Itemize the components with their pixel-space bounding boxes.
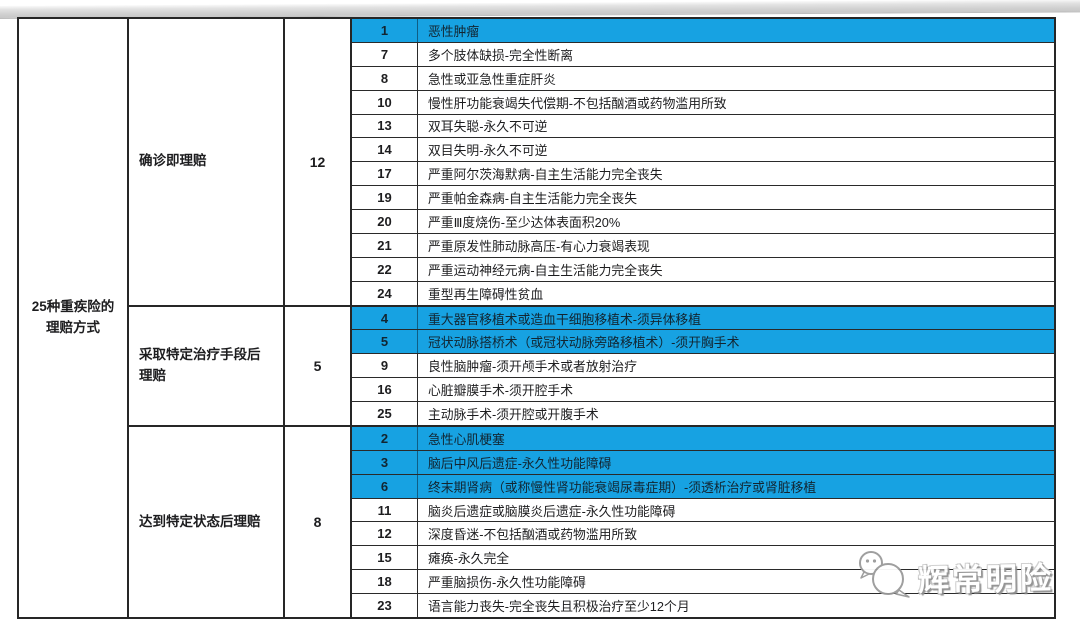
disease-number: 22 (352, 257, 418, 281)
table-row: 22 严重运动神经元病-自主生活能力完全丧失 (352, 257, 1054, 282)
disease-name: 慢性肝功能衰竭失代偿期-不包括酗酒或药物滥用所致 (428, 95, 727, 111)
table-row: 20 严重Ⅲ度烧伤-至少达体表面积20% (352, 210, 1054, 234)
table-row: 16 心脏瓣膜手术-须开腔手术 (352, 378, 1054, 403)
disease-name: 急性或亚急性重症肝炎 (428, 71, 556, 87)
disease-number: 17 (352, 162, 418, 186)
table-title-cell: 25种重疾险的 理赔方式 (19, 19, 129, 617)
claim-method-label: 确诊即理赔 (129, 19, 285, 305)
claim-method-group-1: 确诊即理赔 12 1 恶性肿瘤 7 多个肢体缺损-完全性断离 8 急性或亚急性重症肝炎 10 慢性… (129, 19, 1054, 307)
table-row: 9 良性脑肿瘤-须开颅手术或者放射治疗 (352, 354, 1054, 379)
disease-name: 重型再生障碍性贫血 (428, 286, 544, 302)
disease-number: 18 (352, 570, 418, 594)
table-row: 13 双耳失聪-永久不可逆 (352, 114, 1054, 139)
disease-number: 5 (352, 330, 418, 354)
claim-count: 8 (285, 426, 352, 618)
claim-method-label: 采取特定治疗手段后理赔 (129, 306, 285, 425)
disease-name: 脑炎后遗症或脑膜炎后遗症-永久性功能障碍 (428, 503, 676, 519)
table-row: 5 冠状动脉搭桥术（或冠状动脉旁路移植术）-须开胸手术 (352, 330, 1054, 355)
disease-name: 双目失明-永久不可逆 (428, 143, 548, 159)
claim-count: 5 (285, 306, 352, 425)
table-row: 1 恶性肿瘤 (352, 19, 1054, 43)
claim-method-label: 达到特定状态后理赔 (129, 426, 285, 618)
disease-name: 语言能力丧失-完全丧失且积极治疗至少12个月 (428, 599, 690, 615)
disease-name: 恶性肿瘤 (428, 23, 480, 39)
table-row: 23 语言能力丧失-完全丧失且积极治疗至少12个月 (352, 594, 1054, 617)
disease-number: 2 (352, 426, 418, 450)
table-row: 4 重大器官移植术或造血干细胞移植术-须异体移植 (352, 306, 1054, 331)
table-row: 11 脑炎后遗症或脑膜炎后遗症-永久性功能障碍 (352, 498, 1054, 523)
table-row: 8 急性或亚急性重症肝炎 (352, 66, 1054, 91)
disease-number: 12 (352, 522, 418, 546)
table-row: 2 急性心肌梗塞 (352, 426, 1054, 451)
disease-name: 重大器官移植术或造血干细胞移植术-须异体移植 (428, 311, 701, 327)
table-row: 17 严重阿尔茨海默病-自主生活能力完全丧失 (352, 162, 1054, 187)
disease-number: 13 (352, 114, 418, 138)
table-row: 18 严重脑损伤-永久性功能障碍 (352, 570, 1054, 595)
claims-table: 25种重疾险的 理赔方式 确诊即理赔 12 1 恶性肿瘤 7 多个肢体缺损-完全性断离 8 急… (17, 17, 1056, 619)
disease-rows: 1 恶性肿瘤 7 多个肢体缺损-完全性断离 8 急性或亚急性重症肝炎 10 慢性肝功能衰竭失代… (352, 19, 1054, 305)
claim-method-group-2: 采取特定治疗手段后理赔 5 4 重大器官移植术或造血干细胞移植术-须异体移植 5 冠状动脉… (129, 306, 1054, 427)
disease-name: 严重Ⅲ度烧伤-至少达体表面积20% (428, 214, 621, 230)
disease-number: 6 (352, 474, 418, 498)
table-row: 19 严重帕金森病-自主生活能力完全丧失 (352, 186, 1054, 210)
disease-name: 终末期肾病（或称慢性肾功能衰竭尿毒症期）-须透析治疗或肾脏移植 (428, 479, 817, 495)
disease-number: 1 (352, 19, 418, 42)
disease-name: 主动脉手术-须开腔或开腹手术 (428, 407, 599, 422)
disease-number: 10 (352, 90, 418, 114)
disease-name: 严重原发性肺动脉高压-有心力衰竭表现 (428, 238, 650, 254)
disease-number: 4 (352, 306, 418, 330)
disease-rows: 2 急性心肌梗塞 3 脑后中风后遗症-永久性功能障碍 6 终末期肾病（或称慢性肾功能衰竭尿… (352, 426, 1054, 617)
disease-number: 19 (352, 186, 418, 209)
table-row: 12 深度昏迷-不包括酗酒或药物滥用所致 (352, 522, 1054, 547)
table-row: 6 终末期肾病（或称慢性肾功能衰竭尿毒症期）-须透析治疗或肾脏移植 (352, 474, 1054, 499)
table-row: 24 重型再生障碍性贫血 (352, 281, 1054, 305)
table-row: 10 慢性肝功能衰竭失代偿期-不包括酗酒或药物滥用所致 (352, 90, 1054, 115)
table-row: 21 严重原发性肺动脉高压-有心力衰竭表现 (352, 233, 1054, 258)
disease-name: 瘫痪-永久完全 (428, 551, 510, 567)
disease-name: 脑后中风后遗症-永久性功能障碍 (428, 455, 612, 471)
disease-name: 深度昏迷-不包括酗酒或药物滥用所致 (428, 527, 638, 543)
disease-name: 心脏瓣膜手术-须开腔手术 (428, 383, 574, 399)
disease-number: 9 (352, 354, 418, 378)
disease-name: 多个肢体缺损-完全性断离 (428, 47, 574, 63)
disease-number: 21 (352, 233, 418, 257)
disease-number: 14 (352, 138, 418, 162)
table-row: 14 双目失明-永久不可逆 (352, 138, 1054, 163)
disease-name: 严重阿尔茨海默病-自主生活能力完全丧失 (428, 167, 663, 183)
table-row: 25 主动脉手术-须开腔或开腹手术 (352, 402, 1054, 425)
table-groups: 确诊即理赔 12 1 恶性肿瘤 7 多个肢体缺损-完全性断离 8 急性或亚急性重症肝炎 10 慢性… (129, 19, 1054, 618)
disease-rows: 4 重大器官移植术或造血干细胞移植术-须异体移植 5 冠状动脉搭桥术（或冠状动脉旁路移… (352, 306, 1054, 425)
disease-number: 16 (352, 378, 418, 402)
disease-number: 8 (352, 66, 418, 90)
disease-number: 11 (352, 498, 418, 522)
disease-name: 严重脑损伤-永久性功能障碍 (428, 575, 586, 591)
disease-number: 23 (352, 594, 418, 617)
disease-number: 24 (352, 281, 418, 305)
disease-name: 严重帕金森病-自主生活能力完全丧失 (428, 191, 638, 207)
disease-number: 20 (352, 210, 418, 233)
disease-number: 25 (352, 402, 418, 425)
table-row: 15 瘫痪-永久完全 (352, 546, 1054, 571)
disease-name: 冠状动脉搭桥术（或冠状动脉旁路移植术）-须开胸手术 (428, 335, 740, 351)
claim-method-group-3: 达到特定状态后理赔 8 2 急性心肌梗塞 3 脑后中风后遗症-永久性功能障碍 6 终末期肾病（… (129, 426, 1054, 618)
table-title-line2: 理赔方式 (46, 320, 100, 335)
disease-number: 15 (352, 546, 418, 570)
table-title-line1: 25种重疾险的 (31, 299, 115, 315)
disease-name: 双耳失聪-永久不可逆 (428, 119, 548, 135)
claim-count: 12 (285, 19, 352, 305)
disease-name: 良性脑肿瘤-须开颅手术或者放射治疗 (428, 359, 638, 375)
table-title: 25种重疾险的 理赔方式 (32, 297, 115, 339)
disease-name: 严重运动神经元病-自主生活能力完全丧失 (428, 262, 663, 278)
disease-number: 7 (352, 42, 418, 66)
table-row: 7 多个肢体缺损-完全性断离 (352, 42, 1054, 67)
disease-name: 急性心肌梗塞 (428, 431, 505, 447)
disease-number: 3 (352, 450, 418, 474)
table-row: 3 脑后中风后遗症-永久性功能障碍 (352, 450, 1054, 475)
